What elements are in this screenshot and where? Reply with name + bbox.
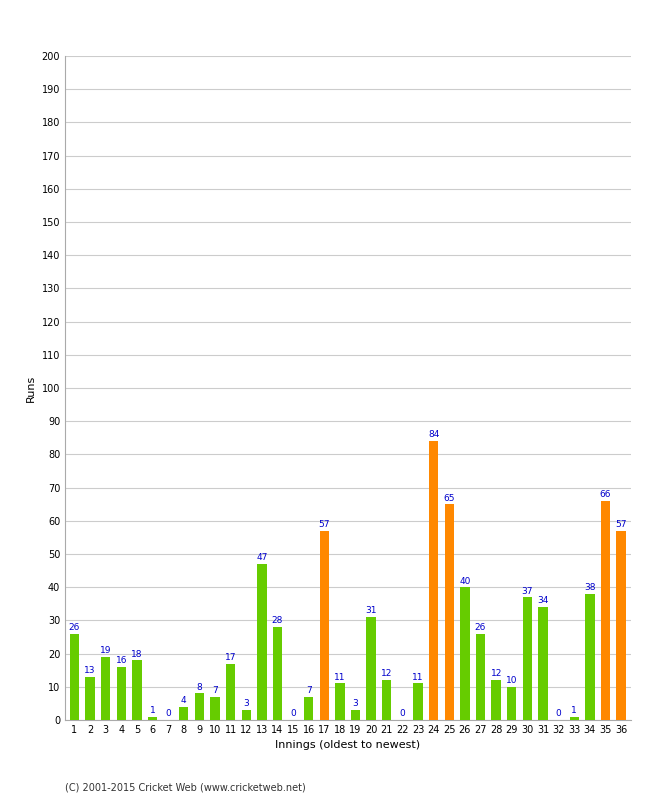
Text: 0: 0 <box>290 710 296 718</box>
Text: (C) 2001-2015 Cricket Web (www.cricketweb.net): (C) 2001-2015 Cricket Web (www.cricketwe… <box>65 782 306 792</box>
Bar <box>179 706 188 720</box>
Bar <box>273 627 282 720</box>
Text: 1: 1 <box>150 706 155 715</box>
X-axis label: Innings (oldest to newest): Innings (oldest to newest) <box>275 741 421 750</box>
Bar <box>445 504 454 720</box>
Text: 0: 0 <box>165 710 171 718</box>
Bar <box>351 710 360 720</box>
Bar <box>429 441 438 720</box>
Bar <box>257 564 266 720</box>
Text: 47: 47 <box>256 554 268 562</box>
Bar <box>538 607 548 720</box>
Bar <box>116 667 126 720</box>
Bar <box>507 686 517 720</box>
Text: 31: 31 <box>365 606 377 615</box>
Text: 57: 57 <box>616 520 627 529</box>
Text: 19: 19 <box>100 646 111 655</box>
Bar <box>148 717 157 720</box>
Text: 7: 7 <box>306 686 311 695</box>
Bar <box>226 663 235 720</box>
Bar <box>335 683 345 720</box>
Text: 11: 11 <box>412 673 424 682</box>
Bar <box>85 677 95 720</box>
Y-axis label: Runs: Runs <box>26 374 36 402</box>
Text: 16: 16 <box>116 656 127 666</box>
Bar <box>132 660 142 720</box>
Bar <box>491 680 501 720</box>
Text: 26: 26 <box>475 623 486 632</box>
Bar <box>601 501 610 720</box>
Bar <box>476 634 485 720</box>
Text: 0: 0 <box>400 710 406 718</box>
Text: 3: 3 <box>353 699 358 708</box>
Text: 37: 37 <box>522 586 533 595</box>
Bar <box>569 717 579 720</box>
Bar <box>304 697 313 720</box>
Text: 12: 12 <box>491 670 502 678</box>
Bar <box>242 710 251 720</box>
Text: 17: 17 <box>225 653 237 662</box>
Text: 28: 28 <box>272 616 283 626</box>
Bar <box>211 697 220 720</box>
Text: 13: 13 <box>84 666 96 675</box>
Text: 4: 4 <box>181 696 187 705</box>
Bar <box>320 530 329 720</box>
Bar <box>523 597 532 720</box>
Text: 8: 8 <box>196 682 202 692</box>
Text: 66: 66 <box>600 490 611 499</box>
Text: 18: 18 <box>131 650 142 658</box>
Bar <box>194 694 204 720</box>
Text: 3: 3 <box>243 699 249 708</box>
Bar <box>413 683 423 720</box>
Text: 10: 10 <box>506 676 517 685</box>
Text: 1: 1 <box>571 706 577 715</box>
Text: 12: 12 <box>381 670 393 678</box>
Text: 84: 84 <box>428 430 439 439</box>
Bar <box>585 594 595 720</box>
Text: 40: 40 <box>459 577 471 586</box>
Text: 38: 38 <box>584 583 595 592</box>
Text: 0: 0 <box>556 710 562 718</box>
Text: 65: 65 <box>443 494 455 502</box>
Text: 57: 57 <box>318 520 330 529</box>
Text: 11: 11 <box>334 673 346 682</box>
Bar <box>460 587 469 720</box>
Bar <box>70 634 79 720</box>
Bar <box>616 530 626 720</box>
Text: 34: 34 <box>538 597 549 606</box>
Text: 26: 26 <box>69 623 80 632</box>
Bar <box>101 657 111 720</box>
Text: 7: 7 <box>212 686 218 695</box>
Bar <box>382 680 391 720</box>
Bar <box>367 617 376 720</box>
